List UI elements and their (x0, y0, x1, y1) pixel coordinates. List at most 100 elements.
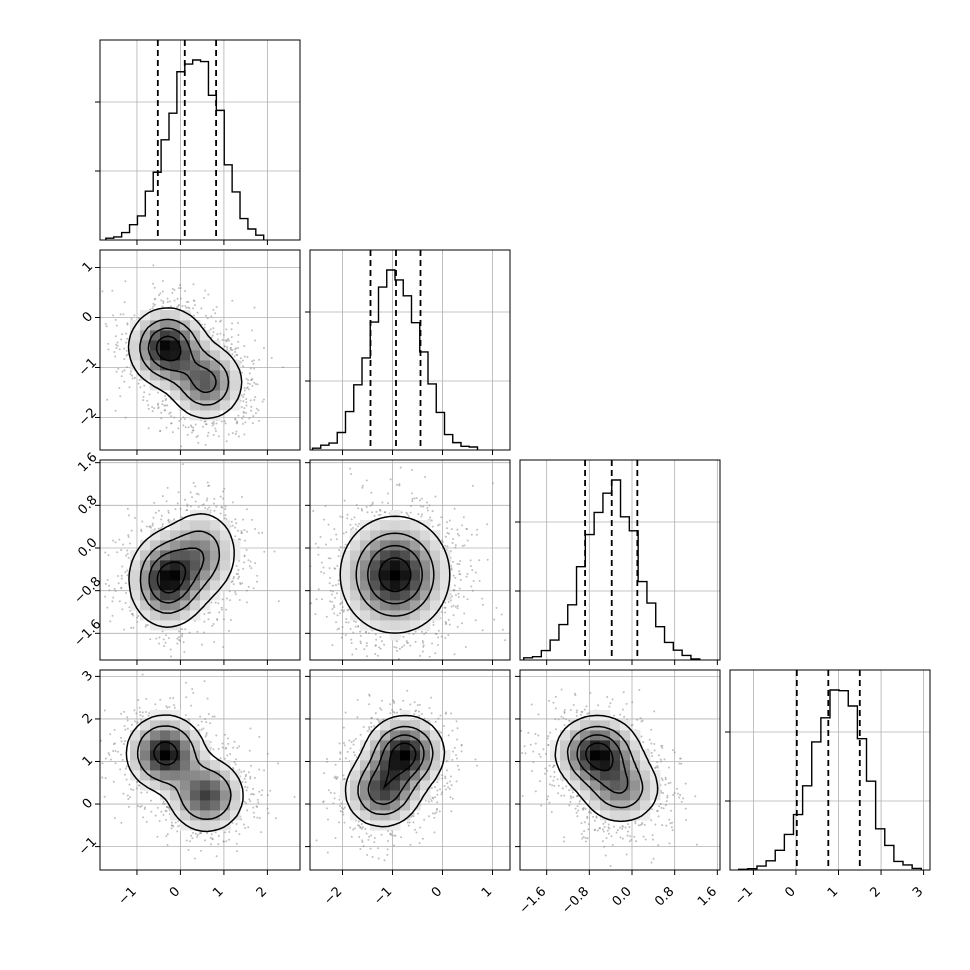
scatter-point (449, 796, 452, 799)
scatter-point (252, 415, 255, 418)
density-cell (130, 760, 141, 771)
scatter-point (207, 611, 210, 614)
density-cell (430, 590, 441, 601)
scatter-point (416, 704, 419, 707)
scatter-point (113, 587, 116, 590)
contour-line (382, 742, 417, 790)
scatter-point (127, 556, 130, 559)
scatter-point (428, 457, 430, 459)
scatter-point (177, 820, 180, 823)
density-cell (640, 780, 651, 791)
scatter-point (205, 732, 208, 735)
scatter-point (237, 435, 240, 438)
scatter-point (121, 758, 124, 761)
density-cell (190, 320, 201, 331)
scatter-point (225, 440, 228, 443)
scatter-point (367, 838, 370, 841)
scatter-point (435, 811, 438, 814)
scatter-point (270, 356, 273, 359)
density-cell (160, 380, 171, 391)
scatter-point (135, 787, 138, 790)
scatter-point (418, 842, 421, 845)
scatter-point (317, 588, 320, 591)
scatter-point (539, 755, 542, 758)
scatter-point (92, 755, 94, 757)
density-cell (160, 730, 171, 741)
density-panel-3-1 (305, 669, 511, 875)
scatter-point (241, 781, 244, 784)
scatter-point (458, 534, 461, 537)
scatter-point (619, 826, 622, 829)
scatter-point (587, 828, 590, 831)
density-cell (610, 780, 621, 791)
scatter-point (678, 796, 681, 799)
scatter-point (124, 571, 127, 574)
density-cell (430, 730, 441, 741)
scatter-point (211, 624, 214, 627)
scatter-point (446, 545, 449, 548)
scatter-point (376, 718, 379, 721)
scatter-point (245, 802, 248, 805)
scatter-point (306, 556, 308, 558)
scatter-point (249, 367, 252, 370)
scatter-point (436, 781, 439, 784)
scatter-point (142, 816, 145, 819)
density-cell (370, 600, 381, 611)
density-cell (370, 810, 381, 821)
scatter-point (676, 792, 679, 795)
scatter-point (417, 513, 420, 516)
scatter-point (578, 800, 581, 803)
scatter-point (650, 808, 653, 811)
density-cell (620, 800, 631, 811)
scatter-point (185, 509, 188, 512)
scatter-point (462, 595, 465, 598)
scatter-point (240, 531, 243, 534)
scatter-point (333, 792, 336, 795)
density-cell (590, 770, 601, 781)
scatter-point (583, 821, 586, 824)
density-cell (630, 800, 641, 811)
scatter-point (431, 642, 434, 645)
scatter-point (430, 696, 433, 699)
density-cell (430, 550, 441, 561)
density-cell (180, 770, 191, 781)
density-cell (370, 610, 381, 621)
scatter-point (392, 710, 395, 713)
scatter-point (695, 843, 698, 846)
histogram-panel-2 (515, 459, 721, 665)
scatter-point (552, 701, 555, 704)
scatter-point (176, 502, 179, 505)
x-tick-label: 1 (479, 884, 495, 900)
scatter-point (249, 560, 252, 563)
scatter-point (243, 800, 246, 803)
scatter-point (534, 790, 537, 793)
density-cell (610, 720, 621, 731)
scatter-point (212, 327, 215, 330)
scatter-point (247, 826, 250, 829)
density-cell (430, 770, 441, 781)
scatter-point (444, 544, 447, 547)
scatter-point (153, 286, 156, 289)
scatter-point (167, 806, 170, 809)
scatter-point (560, 715, 563, 718)
scatter-point (220, 608, 223, 611)
scatter-point (206, 497, 209, 500)
scatter-point (118, 538, 121, 541)
density-cell (600, 790, 611, 801)
scatter-point (161, 290, 164, 293)
scatter-point (454, 593, 457, 596)
scatter-point (380, 708, 383, 711)
scatter-point (574, 807, 577, 810)
scatter-point (96, 707, 98, 709)
scatter-point (312, 510, 315, 513)
density-cell (420, 540, 431, 551)
scatter-point (582, 836, 585, 839)
density-cell (380, 800, 391, 811)
scatter-point (166, 843, 169, 846)
scatter-point (352, 739, 355, 742)
scatter-point (128, 796, 131, 799)
scatter-point (162, 300, 165, 303)
scatter-point (163, 802, 166, 805)
scatter-point (433, 816, 436, 819)
scatter-point (626, 830, 629, 833)
